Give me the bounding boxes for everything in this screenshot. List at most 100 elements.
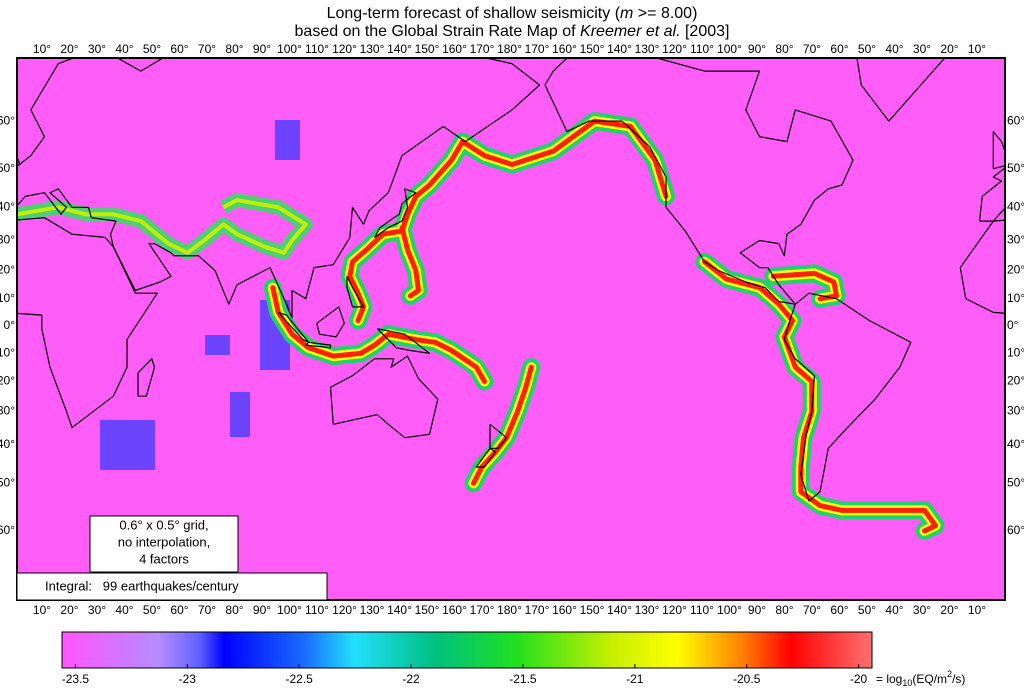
longitude-label: 110° [305, 42, 329, 56]
latitude-label: 20° [0, 263, 15, 277]
coastline [783, 292, 912, 502]
title-text: >= 8.00) [633, 5, 697, 22]
longitude-label: 20° [940, 603, 958, 617]
seismic-belt [770, 270, 839, 302]
title-line-1: Long-term forecast of shallow seismicity… [327, 5, 698, 22]
longitude-label: 160° [552, 42, 577, 56]
longitude-label: 160° [552, 603, 577, 617]
longitude-label: 120° [332, 42, 357, 56]
latitude-label: 30° [1007, 404, 1024, 418]
longitude-label: 150° [415, 603, 440, 617]
longitude-label: 180° [497, 603, 522, 617]
latitude-label: 10° [0, 291, 15, 305]
longitude-label: 100° [717, 603, 742, 617]
latitude-label: 20° [1007, 263, 1024, 277]
longitude-label: 170° [525, 42, 550, 56]
longitude-label: 10° [33, 42, 51, 56]
unit-superscript: 2 [947, 669, 952, 679]
longitude-label: 140° [607, 603, 632, 617]
longitude-label: 150° [580, 603, 605, 617]
coastline [992, 131, 1005, 170]
longitude-label: 10° [968, 42, 986, 56]
colorbar-unit: = log10(EQ/m2/s) [876, 669, 965, 688]
longitude-label: 130° [635, 603, 660, 617]
longitude-label: 10° [33, 603, 51, 617]
coastline [489, 423, 508, 449]
longitude-label: 30° [88, 603, 106, 617]
longitude-label: 110° [690, 603, 714, 617]
longitude-label: 50° [143, 42, 161, 56]
latitude-label: 50° [1007, 161, 1024, 175]
longitude-label: 60° [830, 603, 848, 617]
longitude-label: 50° [143, 603, 161, 617]
longitude-label: 20° [940, 42, 958, 56]
grid-note: 0.6° x 0.5° grid, [119, 517, 208, 532]
title-text: [2003] [681, 23, 730, 40]
unit-text: = log [876, 672, 902, 686]
latitude-label: 60° [1007, 113, 1024, 127]
longitude-label: 40° [885, 603, 903, 617]
longitude-label: 100° [277, 603, 302, 617]
title-text: based on the Global Strain Rate Map of [295, 23, 581, 40]
latitude-label: 30° [0, 404, 15, 418]
seismic-belt [17, 198, 308, 255]
latitude-label: 60° [0, 113, 15, 127]
coastline [373, 188, 417, 238]
unit-text: (EQ/m [912, 672, 947, 686]
grid-note: no interpolation, [118, 534, 211, 549]
longitude-label: 70° [803, 603, 821, 617]
latitude-label: 40° [0, 437, 15, 451]
longitude-label: 110° [690, 42, 714, 56]
grid-note: 4 factors [139, 551, 189, 566]
longitude-label: 60° [830, 42, 848, 56]
latitude-label: 10° [1007, 345, 1024, 359]
latitude-label: 0° [4, 318, 16, 332]
latitude-label: 30° [0, 233, 15, 247]
longitude-label: 20° [60, 603, 78, 617]
longitude-label: 130° [360, 42, 385, 56]
title-line-2: based on the Global Strain Rate Map of K… [295, 23, 730, 40]
seismic-belt [270, 285, 487, 384]
longitude-label: 80° [225, 42, 243, 56]
colorbar [61, 631, 873, 669]
longitude-label: 30° [913, 603, 931, 617]
longitude-label: 40° [115, 42, 133, 56]
rate-patch [230, 392, 250, 437]
longitude-label: 40° [885, 42, 903, 56]
longitude-label: 170° [525, 603, 550, 617]
latitude-label: 10° [1007, 291, 1024, 305]
longitude-label: 150° [580, 42, 605, 56]
coastline [137, 358, 156, 397]
coastline [329, 355, 439, 439]
longitude-label: 80° [775, 603, 793, 617]
grid-note-box [89, 515, 239, 573]
longitude-label: 130° [635, 42, 660, 56]
colorbar-tick-label: -20.5 [733, 672, 761, 686]
longitude-label: 20° [60, 42, 78, 56]
latitude-label: 20° [1007, 374, 1024, 388]
longitude-label: 50° [858, 603, 876, 617]
longitude-label: 110° [305, 603, 329, 617]
colorbar-tick-label: -21.5 [509, 672, 537, 686]
longitude-label: 170° [470, 603, 495, 617]
latitude-label: 40° [1007, 437, 1024, 451]
longitude-label: 150° [415, 42, 440, 56]
longitude-label: 70° [198, 603, 216, 617]
rate-patch [100, 420, 155, 470]
colorbar-tick-label: -22.5 [286, 672, 314, 686]
colorbar-tick-label: -20 [850, 672, 868, 686]
latitude-label: 30° [1007, 233, 1024, 247]
latitude-label: 20° [0, 374, 15, 388]
longitude-label: 90° [748, 603, 766, 617]
longitude-label: 160° [442, 603, 467, 617]
unit-text: /s) [952, 672, 965, 686]
longitude-label: 30° [88, 42, 106, 56]
longitude-label: 120° [662, 603, 687, 617]
rate-patch [205, 335, 230, 355]
latitude-label: 50° [0, 475, 15, 489]
seismic-belt [399, 225, 421, 299]
longitude-label: 40° [115, 603, 133, 617]
longitude-label: 70° [803, 42, 821, 56]
